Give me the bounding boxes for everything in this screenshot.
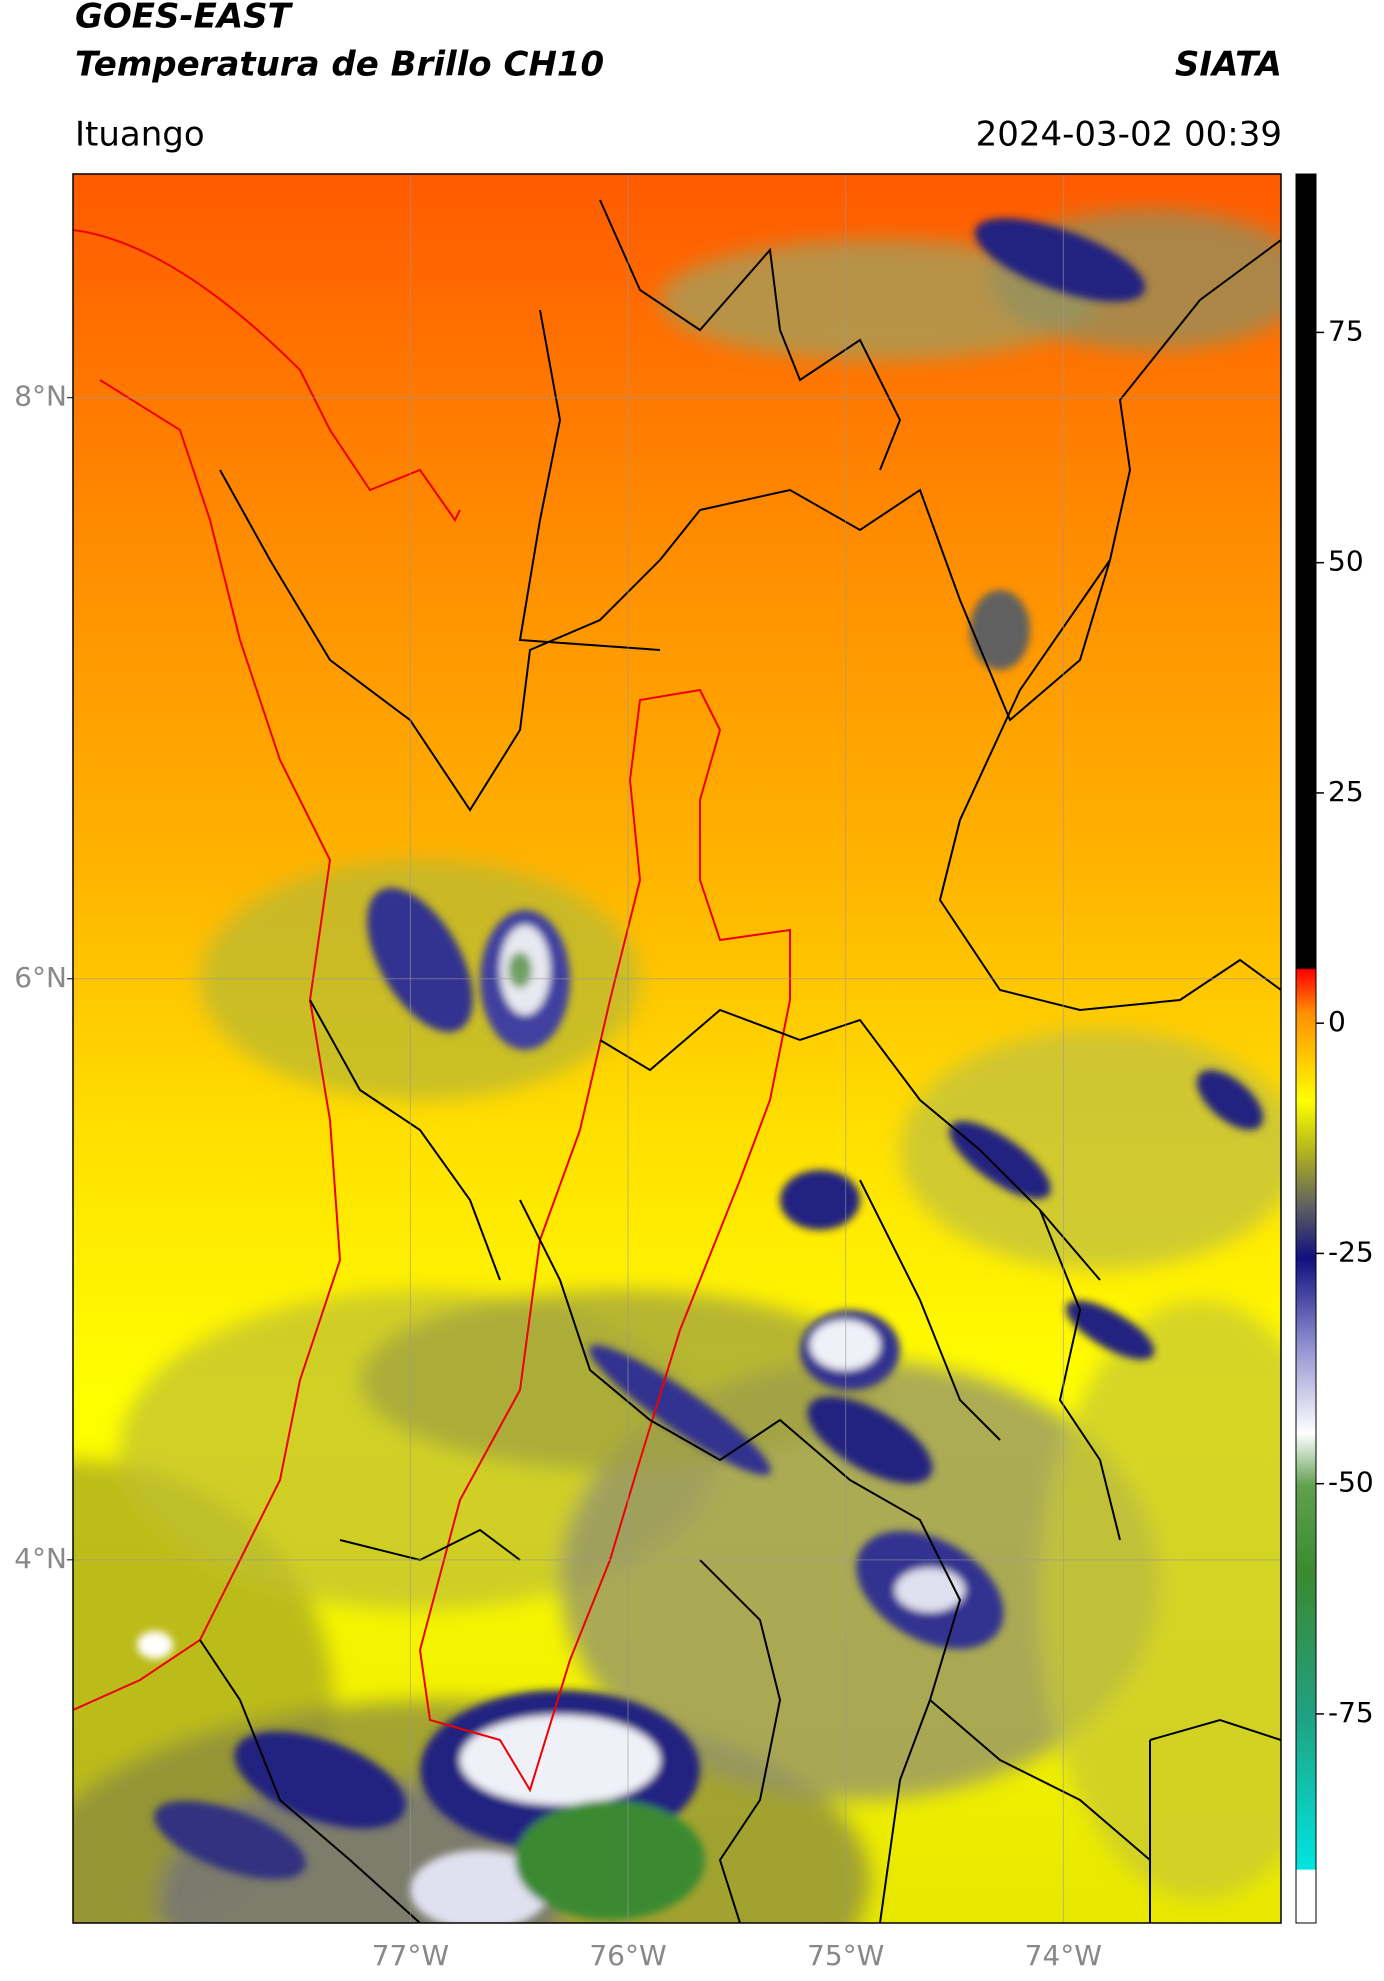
cold-top: [460, 1715, 660, 1805]
cloud-core: [974, 218, 1146, 302]
lat-label: 4°N: [14, 1542, 67, 1575]
cold-top: [810, 1320, 880, 1370]
colorbar-label: 50: [1328, 545, 1364, 578]
title: GOES-EAST: [75, 0, 294, 37]
cloud-core: [807, 1396, 933, 1484]
cold-top: [410, 1850, 550, 1923]
basin-outline: [418, 688, 791, 1793]
axis-labels: 77°W 76°W 75°W 74°W 8°N 6°N 4°N 75 50 25 0 -25 -50 -7…: [14, 314, 1374, 1972]
lon-label: 75°W: [807, 1939, 884, 1972]
cold-top: [895, 1568, 965, 1612]
cloud-field: [1040, 1300, 1281, 1900]
colorbar-label: -25: [1328, 1235, 1374, 1268]
coldest-top: [508, 952, 532, 988]
source: SIATA: [1175, 45, 1282, 85]
datetime: 2024-03-02 00:39: [976, 115, 1282, 155]
cloud-field: [900, 1030, 1281, 1270]
region: Ituango: [75, 115, 205, 155]
graticule: [73, 174, 1281, 1923]
colorbar-label: 25: [1328, 775, 1364, 808]
coldest-top: [515, 1800, 705, 1920]
colorbar-label: 75: [1328, 314, 1364, 347]
cloud-core: [1196, 1070, 1264, 1130]
cloud-core: [1065, 1300, 1155, 1360]
lon-label: 77°W: [372, 1939, 449, 1972]
map-area: [73, 174, 1281, 1923]
borders: [73, 199, 1281, 1923]
coastline: [73, 229, 461, 1711]
cloud-core: [970, 590, 1030, 670]
subtitle: Temperatura de Brillo CH10: [75, 45, 604, 85]
cloud-core: [154, 1800, 306, 1880]
map-frame: [72, 173, 1282, 1924]
cold-top: [137, 1631, 173, 1659]
cloud-core: [234, 1731, 406, 1829]
cloud-core: [949, 1121, 1051, 1199]
cloud-core: [780, 1170, 860, 1230]
lat-label: 8°N: [14, 380, 67, 413]
cloud-field: [660, 240, 1100, 360]
colorbar-label: -50: [1328, 1466, 1374, 1499]
cloud-cores: [137, 218, 1264, 1923]
cloud-core: [367, 887, 473, 1033]
colorbar-label: -75: [1328, 1696, 1374, 1729]
lat-label: 6°N: [14, 961, 67, 994]
colorbar: [1295, 173, 1317, 1924]
cloud-core: [589, 1344, 771, 1476]
colorbar-label: 0: [1328, 1005, 1346, 1038]
lon-label: 74°W: [1025, 1939, 1102, 1972]
lon-label: 76°W: [589, 1939, 666, 1972]
admin-boundaries: [199, 199, 1281, 1923]
